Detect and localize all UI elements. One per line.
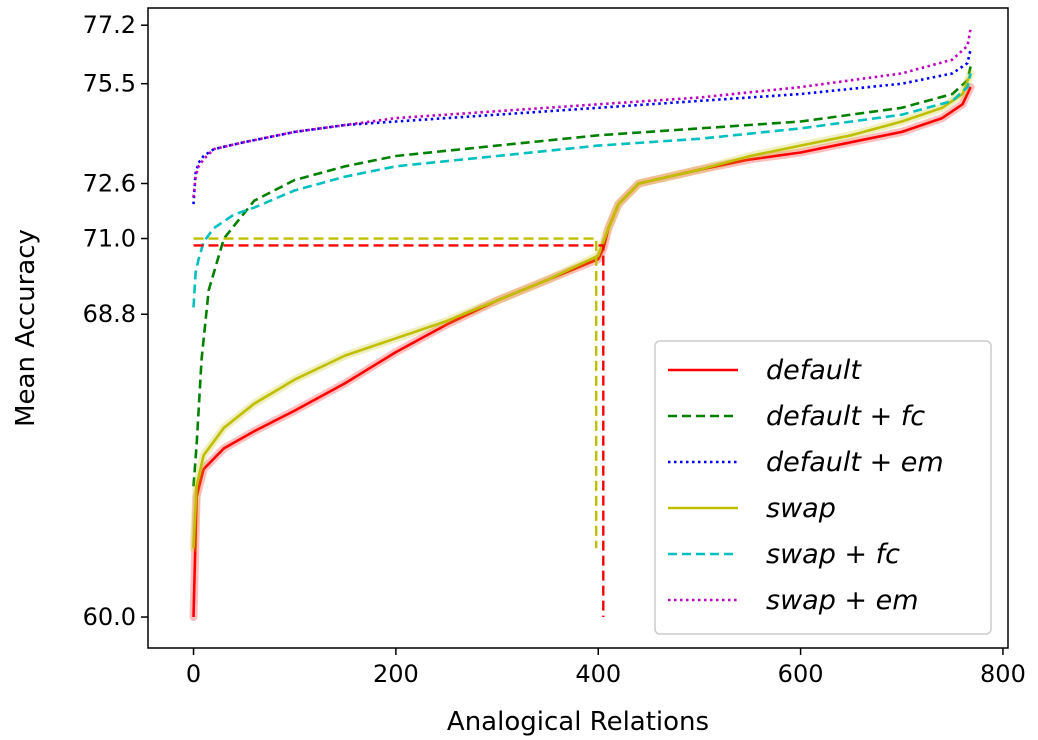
series-line-swap [192,72,972,549]
x-tick-label: 600 [778,660,824,688]
legend-label-default-fc: default + fc [766,401,925,432]
x-tick-label: 0 [186,660,201,688]
y-tick-label: 72.6 [83,169,136,197]
legend-label-swap-fc: swap + fc [766,539,900,570]
y-tick-label: 75.5 [83,70,136,98]
x-tick-label: 800 [980,660,1026,688]
y-tick-label: 68.8 [83,300,136,328]
legend-label-default: default [766,355,862,386]
reference-lines [193,237,605,618]
legend-label-swap: swap [766,493,836,524]
x-axis-ticks: 0 200 400 600 800 [186,648,1026,688]
x-tick-label: 400 [575,660,621,688]
plot-frame [147,7,1009,649]
series-line-default-em [192,49,972,205]
legend-box [654,340,992,635]
legend-label-default-em: default + em [766,447,944,478]
y-tick-label: 77.2 [83,11,136,39]
x-tick-label: 200 [373,660,419,688]
reference-line-2 [193,237,598,549]
legend: default default + fc default + em swap swap … [654,340,992,635]
series-line-swap-em [192,28,972,198]
y-axis-title: Mean Accuracy [11,229,41,427]
legend-label-swap-em: swap + em [766,585,919,616]
x-axis-title: Analogical Relations [447,707,709,737]
series-line-default-fc [192,66,972,487]
reference-line-1 [193,244,605,618]
y-axis-ticks: 60.0 68.8 71.0 72.6 75.5 77.2 [83,11,148,631]
y-tick-label: 60.0 [83,603,136,631]
y-tick-label: 71.0 [83,225,136,253]
